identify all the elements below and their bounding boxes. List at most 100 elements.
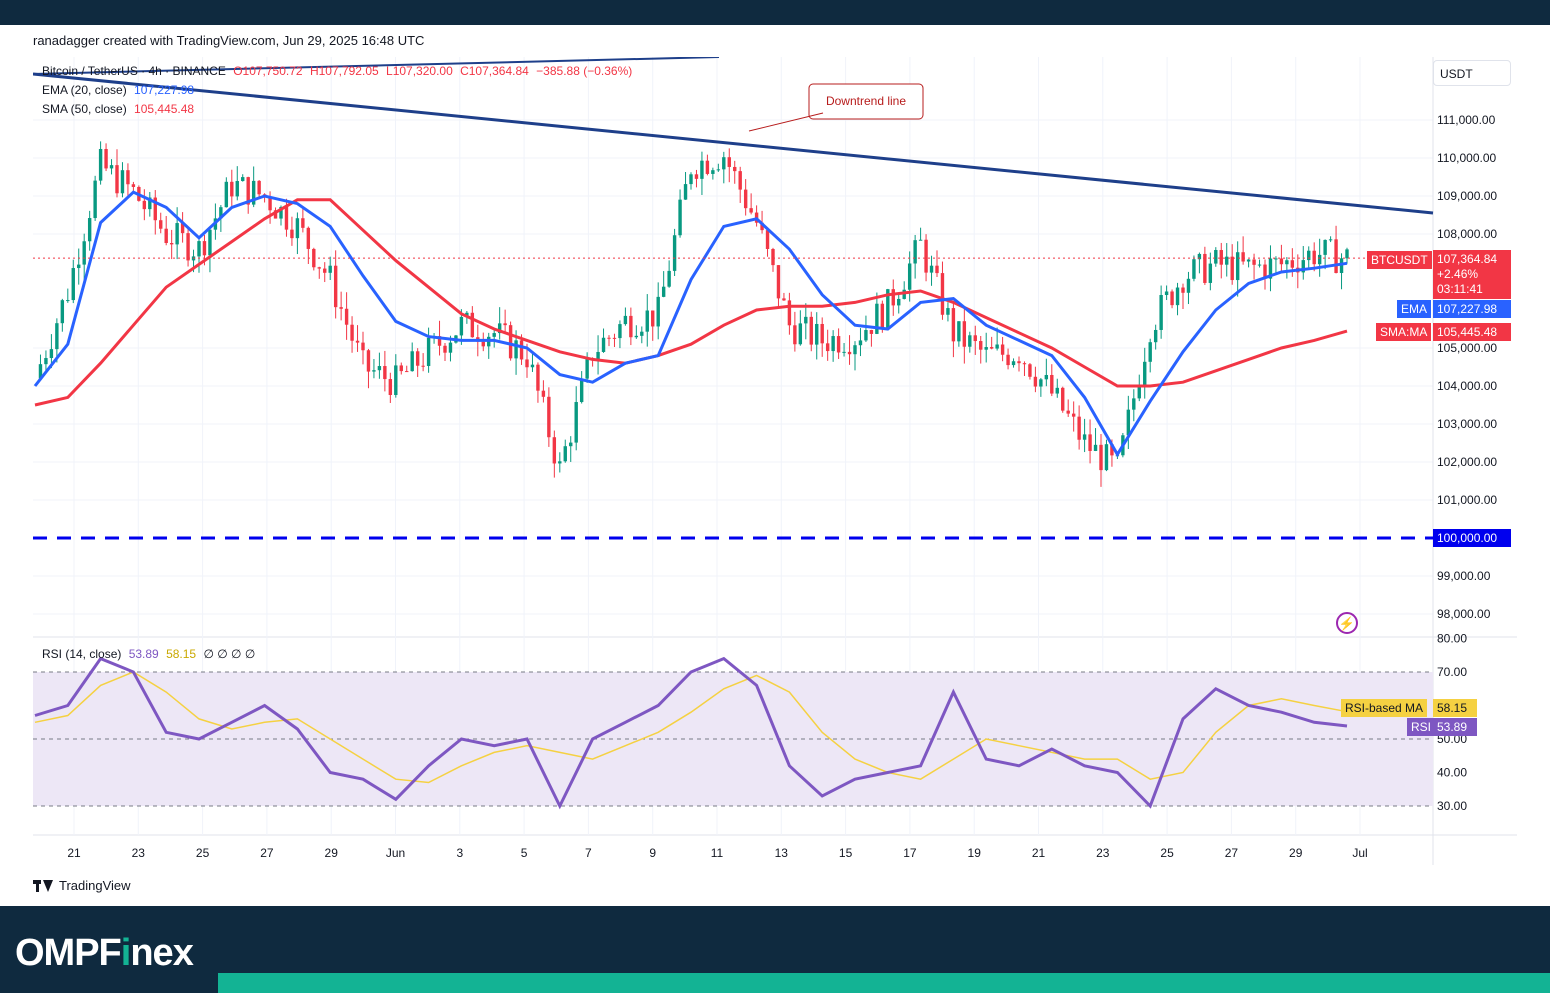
candle-body [235, 181, 239, 197]
candle-body [1093, 444, 1098, 451]
candle-body [962, 321, 967, 347]
price-scale-currency[interactable]: USDT [1433, 60, 1511, 86]
ompfinex-logo[interactable]: OMPFinex [15, 932, 194, 975]
candle-body [525, 359, 529, 368]
legend-ema-label[interactable]: EMA (20, close) [42, 83, 127, 97]
legend-sma-label[interactable]: SMA (50, close) [42, 102, 127, 116]
candle-body [771, 248, 775, 266]
candle-body [815, 323, 819, 345]
candle-body [399, 365, 403, 372]
candle-body [251, 180, 256, 205]
candle-body [508, 325, 513, 359]
candle-body [383, 366, 387, 380]
candle-body [924, 239, 928, 273]
legend-sma-value: 105,445.48 [134, 102, 195, 116]
candle-body [109, 165, 114, 169]
legend-ema-value: 107,227.98 [134, 83, 195, 97]
candle-body [875, 303, 879, 334]
candle-body [612, 337, 617, 339]
last-price-box: 107,364.84 +2.46% 03:11:41 [1433, 250, 1511, 299]
candle-body [946, 308, 950, 315]
chart-frame[interactable]: 111,000.00 110,000.00 109,000.00 108,000.00… [33, 57, 1517, 865]
lightning-icon: ⚡ [1336, 612, 1358, 634]
candle-body [301, 218, 305, 228]
candle-body [1175, 287, 1180, 306]
time-tick-label: 17 [903, 846, 917, 860]
ompfinex-logo-b: i [120, 932, 132, 974]
legend-symbol[interactable]: Bitcoin / TetherUS · 4h · BINANCE [42, 64, 226, 78]
rsi-tick-label: 30.00 [1437, 799, 1467, 813]
last-price-value: 107,364.84 [1437, 252, 1498, 266]
candle-body [219, 207, 223, 219]
candle-body [1219, 250, 1223, 265]
candle-body [1225, 256, 1229, 265]
candle-body [1257, 264, 1262, 266]
candle-body [1208, 263, 1213, 283]
time-tick-label: 5 [521, 846, 528, 860]
sma-tag: SMA:MA [1376, 323, 1432, 341]
candle-body [738, 171, 742, 190]
candle-body [656, 296, 660, 327]
time-tick-label: 21 [1032, 846, 1046, 860]
candle-body [60, 300, 65, 324]
candle-body [180, 223, 185, 234]
candle-body [689, 174, 693, 185]
legend-rsi-label[interactable]: RSI (14, close) [42, 647, 122, 661]
symbol-tag: BTCUSDT [1367, 251, 1432, 269]
candle-body [1186, 278, 1191, 293]
candle-body [782, 298, 786, 301]
legend-rsi-value: 53.89 [128, 647, 159, 661]
candle-body [1230, 256, 1234, 281]
candle-body [159, 220, 163, 229]
last-price-change: +2.46% [1437, 267, 1479, 281]
candle-body [1143, 361, 1147, 388]
candle-body [104, 148, 108, 169]
candle-body [377, 366, 382, 371]
price-tick-label: 103,000.00 [1437, 417, 1497, 431]
time-tick-label: 3 [456, 846, 463, 860]
candle-body [459, 316, 464, 336]
rsi-band [33, 671, 1433, 807]
candle-body [858, 340, 863, 346]
chart-credit: ranadagger created with TradingView.com,… [33, 33, 425, 48]
candle-body [1345, 249, 1349, 259]
candle-body [760, 222, 764, 231]
ompfinex-logo-c: nex [130, 932, 193, 974]
candle-body [1317, 254, 1322, 265]
price-chart[interactable]: 111,000.00 110,000.00 109,000.00 108,000.00… [33, 57, 1517, 865]
candle-body [1181, 287, 1185, 293]
candle-body [705, 160, 710, 174]
candle-body [1006, 354, 1010, 366]
candle-body [743, 189, 748, 209]
candle-body [820, 323, 824, 344]
candle-body [1159, 295, 1163, 330]
candle-body [1022, 363, 1027, 365]
candle-body [804, 316, 808, 324]
candle-body [558, 461, 562, 464]
candle-body [847, 351, 852, 355]
candle-body [634, 335, 639, 338]
candle-body [1241, 252, 1245, 262]
candles [38, 141, 1349, 487]
candle-body [1104, 444, 1109, 471]
candle-body [1290, 260, 1295, 268]
candle-body [257, 180, 261, 195]
rsi-value-tag: 53.89 [1433, 718, 1477, 736]
candle-body [470, 312, 475, 338]
candle-body [87, 218, 92, 242]
legend-close: C107,364.84 [460, 64, 529, 78]
candle-body [1055, 387, 1059, 394]
ema-tag: EMA [1397, 300, 1432, 318]
candle-body [979, 341, 983, 350]
rsi-tag: RSI [1407, 718, 1436, 736]
candle-body [1328, 239, 1333, 241]
candle-body [279, 206, 283, 219]
candle-body [716, 169, 721, 171]
tradingview-logo[interactable]: TradingView [33, 878, 131, 893]
time-tick-label: 27 [1225, 846, 1239, 860]
candle-body [1268, 258, 1273, 279]
time-tick-label: 25 [196, 846, 210, 860]
ema-line [33, 190, 1348, 458]
candle-body [246, 177, 250, 205]
candle-body [175, 223, 179, 245]
